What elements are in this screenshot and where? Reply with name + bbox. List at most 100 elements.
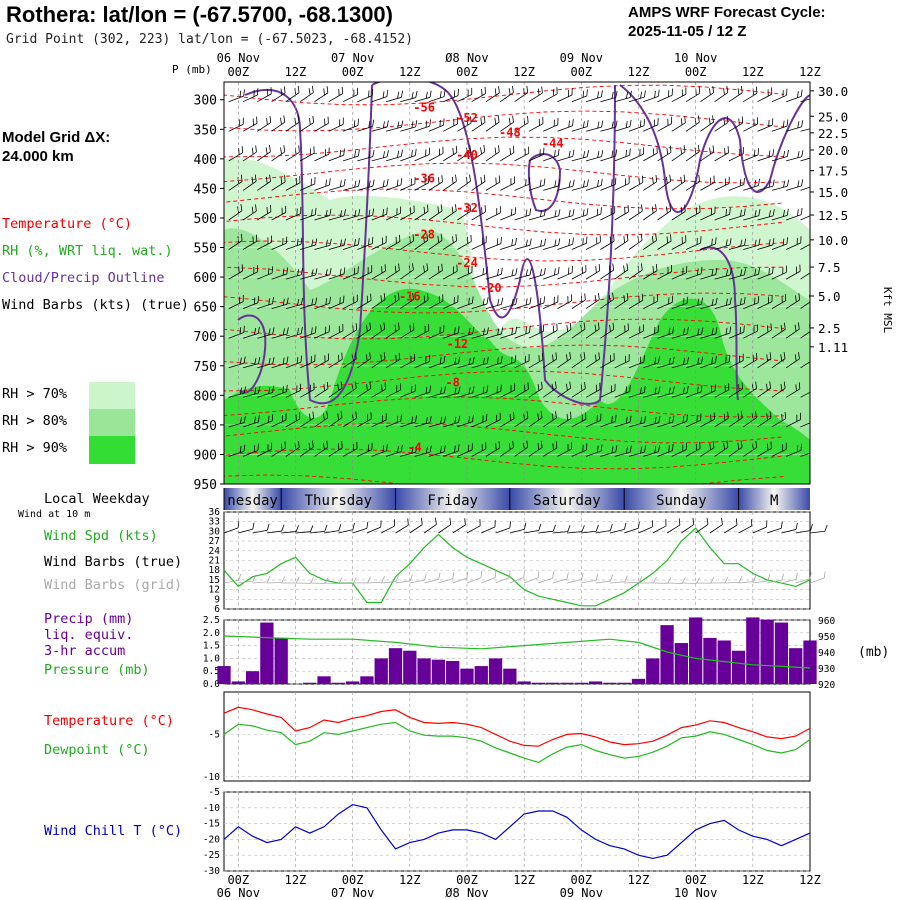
wind-barb-flag xyxy=(327,116,329,124)
wind-barb-staff xyxy=(242,123,258,132)
grid-wind-barb-staff xyxy=(495,577,510,584)
wind-barb-flag xyxy=(668,416,671,424)
wind-barb xyxy=(685,327,704,339)
wind-barb-staff xyxy=(571,449,587,457)
wind-barb-flag xyxy=(782,238,785,246)
wind-barb xyxy=(643,89,660,103)
wind-barb-staff xyxy=(571,299,586,309)
wind-barb-staff xyxy=(285,274,302,280)
wind-barb-staff xyxy=(771,300,786,309)
grid-wind-barb-flag xyxy=(724,576,729,584)
wind-barb xyxy=(671,414,688,428)
wind-barb-staff xyxy=(671,180,686,191)
wind-barb-flag xyxy=(512,115,514,123)
top-hour-label: 00Z xyxy=(456,65,478,79)
wind-barb xyxy=(728,147,744,162)
wind-barb xyxy=(757,209,775,221)
height-tick-label: 12.5 xyxy=(818,208,848,223)
wind-barb-flag xyxy=(399,383,401,391)
wind-barb-flag xyxy=(439,119,441,127)
wind-barb-flag xyxy=(511,327,514,335)
wind-barb-flag xyxy=(386,120,389,128)
cross-section-clip xyxy=(224,82,810,484)
wind-panel-ytick: 30 xyxy=(209,526,221,537)
wind-barb-flag xyxy=(482,328,486,336)
wind-barb xyxy=(714,268,732,280)
wind-barb-staff xyxy=(614,97,631,103)
wind-barb xyxy=(342,323,358,339)
wind-barb-flag xyxy=(669,204,672,211)
wind-barb xyxy=(700,206,716,221)
wind-barb-flag xyxy=(457,326,460,333)
wind-barb-staff xyxy=(657,180,671,191)
wind-barb-flag xyxy=(527,382,529,390)
wind-barb-staff xyxy=(400,299,414,309)
wind-barb-flag xyxy=(554,180,557,188)
wind-barb-flag xyxy=(738,384,740,392)
wind-barb-flag xyxy=(239,90,242,98)
wind-barb-flag xyxy=(627,205,629,212)
wind-barb-flag xyxy=(612,322,615,330)
wind-barb-staff xyxy=(714,332,730,339)
wind-barb-flag xyxy=(652,266,654,273)
grid-wind-barb xyxy=(452,571,469,584)
wind-barb-staff xyxy=(543,301,558,309)
wind-barb-staff xyxy=(471,303,488,309)
wind-barb-staff xyxy=(714,446,729,457)
wind-barb-staff xyxy=(443,270,458,280)
surface-wind-barb-flag xyxy=(266,523,270,531)
wind-barb xyxy=(714,383,730,398)
wind-barb xyxy=(657,204,672,221)
wind-barb-flag xyxy=(586,89,588,97)
legend-precip-3: 3-hr accum xyxy=(44,643,126,659)
grid-wind-barb-staff xyxy=(309,582,325,584)
wind-barb xyxy=(571,150,589,162)
wind-barb-flag xyxy=(414,353,415,361)
wind-barb-staff xyxy=(271,362,288,369)
wind-barb-staff xyxy=(700,182,715,191)
wind-barb xyxy=(743,178,760,191)
wind-barb xyxy=(657,295,674,309)
wind-barb-flag xyxy=(771,294,773,302)
wind-barb-staff xyxy=(786,419,801,428)
wind-barb-staff xyxy=(228,152,243,162)
wind-barb-flag xyxy=(553,296,555,304)
wind-barb xyxy=(485,115,500,132)
wind-barb-flag xyxy=(625,355,627,363)
surface-wind-barb xyxy=(223,521,240,534)
surface-wind-barb-staff xyxy=(666,524,681,534)
wind-barb-flag xyxy=(566,413,569,421)
wind-barb-flag xyxy=(380,295,383,302)
wind-barb-staff xyxy=(300,244,316,250)
wind-barb-staff xyxy=(271,391,287,398)
wind-barb-flag xyxy=(500,384,502,392)
wind-barb xyxy=(600,263,615,280)
wind-barb-staff xyxy=(371,270,386,280)
wind-barb xyxy=(271,145,286,162)
wind-barb-flag xyxy=(570,294,572,301)
wind-barb-flag xyxy=(458,356,461,364)
wind-barb-staff xyxy=(585,450,602,457)
model-grid-line1: Model Grid ΔX: xyxy=(2,129,111,146)
wind-barb xyxy=(357,381,372,398)
wind-barb xyxy=(643,117,659,132)
wind-barb-staff xyxy=(385,269,400,280)
wind-barb-flag xyxy=(526,411,529,419)
wind-barb-flag xyxy=(511,208,513,216)
wind-barb-staff xyxy=(600,269,614,280)
wind-barb-staff xyxy=(414,299,429,309)
wind-barb xyxy=(700,384,716,398)
wind-barb-flag xyxy=(710,177,712,185)
wind-barb-flag xyxy=(369,381,372,389)
wind-barb xyxy=(371,444,388,457)
wind-barb-flag xyxy=(610,207,612,215)
wind-panel-ytick: 36 xyxy=(209,507,221,518)
wind-barb-flag xyxy=(423,235,425,243)
isotherm-label: -4 xyxy=(407,440,421,454)
wind-barb-staff xyxy=(471,273,487,280)
wind-barb-staff xyxy=(314,215,330,221)
wind-barb xyxy=(300,207,317,221)
wind-barb-flag xyxy=(584,293,586,301)
wind-barb-flag xyxy=(296,238,299,246)
wind-barb xyxy=(600,292,614,309)
